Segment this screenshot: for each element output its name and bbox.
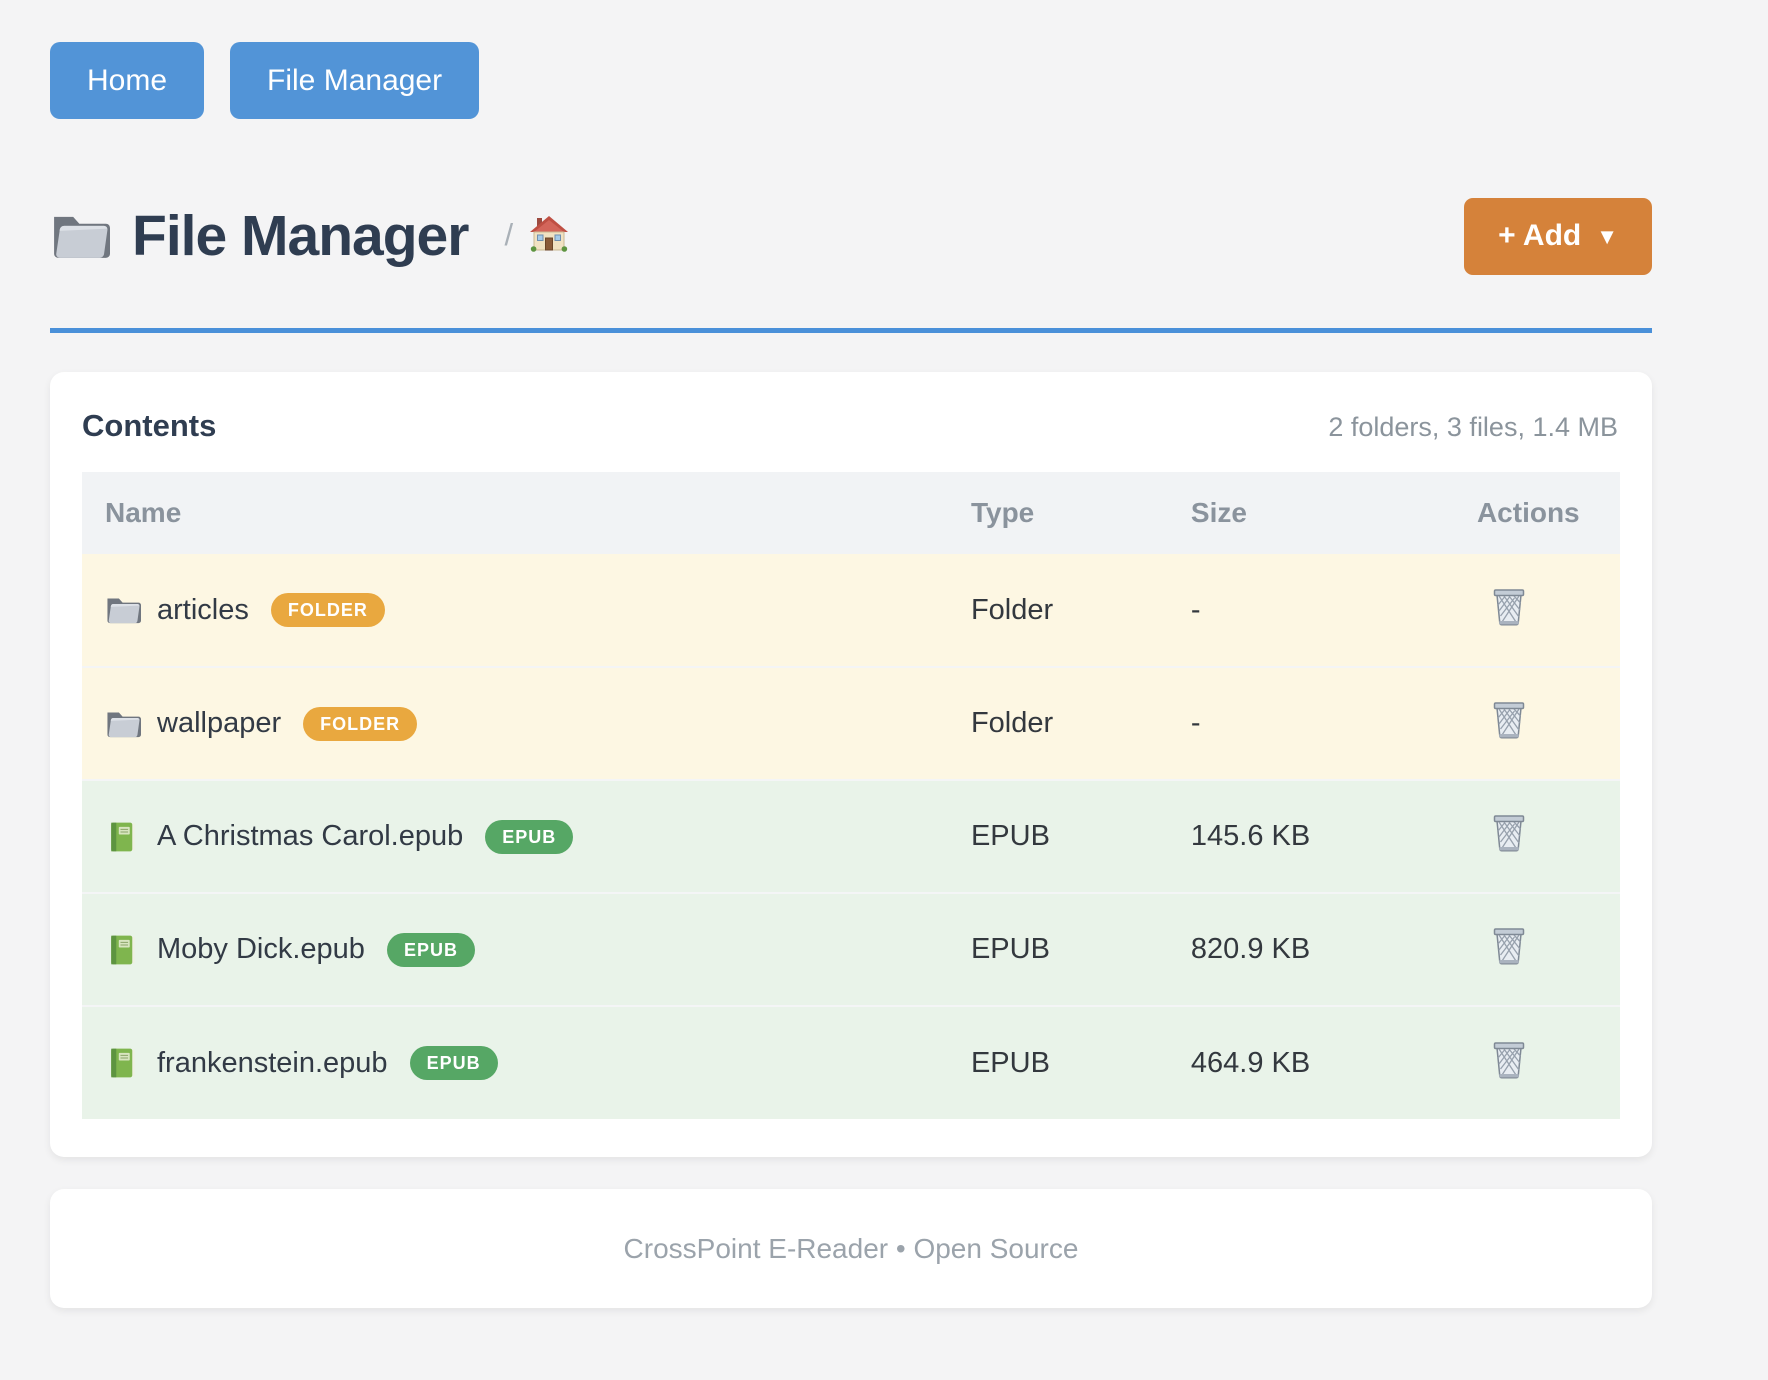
size-cell: - xyxy=(1190,593,1201,626)
type-cell: Folder xyxy=(970,593,1054,626)
trash-icon xyxy=(1493,702,1525,739)
size-cell: 145.6 KB xyxy=(1190,820,1311,852)
size-cell: 464.9 KB xyxy=(1190,1046,1311,1079)
table-row: articles FOLDER Folder - xyxy=(82,554,1620,667)
delete-button[interactable] xyxy=(1491,1039,1527,1080)
breadcrumb: / xyxy=(504,215,569,257)
name-cell: frankenstein.epub EPUB xyxy=(82,1006,971,1119)
type-cell: EPUB xyxy=(970,933,1050,965)
table-row: frankenstein.epub EPUB EPUB 464.9 KB xyxy=(82,1006,1620,1119)
actions-cell xyxy=(1477,554,1620,667)
top-navigation: Home File Manager xyxy=(50,0,1652,119)
actions-cell xyxy=(1477,667,1620,780)
entry-name[interactable]: A Christmas Carol.epub xyxy=(157,820,464,852)
contents-card: Contents 2 folders, 3 files, 1.4 MB Name… xyxy=(50,372,1652,1157)
green-book-icon xyxy=(110,1048,136,1078)
name-cell: articles FOLDER xyxy=(82,554,971,667)
entry-name[interactable]: frankenstein.epub xyxy=(157,1046,388,1079)
footer-text: CrossPoint E-Reader • Open Source xyxy=(623,1232,1079,1264)
page-container: Home File Manager File Manager / + Add ▼… xyxy=(50,0,1652,1308)
type-badge: FOLDER xyxy=(270,593,385,627)
folder-icon xyxy=(107,712,141,737)
delete-button[interactable] xyxy=(1491,812,1527,853)
footer: CrossPoint E-Reader • Open Source xyxy=(50,1189,1652,1308)
type-cell: Folder xyxy=(970,707,1054,739)
contents-summary: 2 folders, 3 files, 1.4 MB xyxy=(1328,412,1618,442)
file-table-body: articles FOLDER Folder - wallpaper FOLDE… xyxy=(82,554,1620,1119)
home-icon[interactable] xyxy=(529,215,569,253)
type-badge: EPUB xyxy=(409,1046,498,1080)
trash-icon xyxy=(1493,1041,1525,1079)
delete-button[interactable] xyxy=(1491,925,1527,966)
type-cell: EPUB xyxy=(970,1046,1050,1079)
type-cell: EPUB xyxy=(970,820,1050,852)
contents-card-header: Contents 2 folders, 3 files, 1.4 MB xyxy=(82,408,1620,472)
page-header: File Manager / + Add ▼ xyxy=(50,190,1652,282)
actions-cell xyxy=(1477,893,1620,1006)
add-button-label: + Add xyxy=(1498,219,1582,252)
folder-icon xyxy=(54,216,110,258)
add-button[interactable]: + Add ▼ xyxy=(1464,197,1652,275)
column-header-size: Size xyxy=(1190,472,1477,554)
trash-icon xyxy=(1493,588,1525,626)
size-cell: - xyxy=(1190,707,1201,739)
type-badge: FOLDER xyxy=(303,706,418,741)
type-badge: EPUB xyxy=(485,819,574,854)
file-manager-button[interactable]: File Manager xyxy=(230,42,480,119)
title-group: File Manager / xyxy=(50,203,569,269)
column-header-name: Name xyxy=(82,472,971,554)
type-badge: EPUB xyxy=(386,932,475,967)
size-cell: 820.9 KB xyxy=(1190,933,1311,965)
table-row: wallpaper FOLDER Folder - xyxy=(82,667,1620,780)
table-header-row: Name Type Size Actions xyxy=(82,472,1620,554)
home-button[interactable]: Home xyxy=(50,42,205,119)
column-header-type: Type xyxy=(970,472,1191,554)
header-divider xyxy=(50,328,1652,333)
file-table: Name Type Size Actions articles FOLDER F… xyxy=(82,472,1620,1119)
table-row: Moby Dick.epub EPUB EPUB 820.9 KB xyxy=(82,893,1620,1006)
breadcrumb-separator: / xyxy=(504,217,514,252)
page-title: File Manager xyxy=(132,204,469,268)
name-cell: A Christmas Carol.epub EPUB xyxy=(82,780,971,893)
name-cell: Moby Dick.epub EPUB xyxy=(82,893,971,1006)
trash-icon xyxy=(1493,928,1525,965)
name-cell: wallpaper FOLDER xyxy=(82,667,971,780)
chevron-down-icon: ▼ xyxy=(1596,224,1618,249)
column-header-actions: Actions xyxy=(1476,472,1620,554)
delete-button[interactable] xyxy=(1491,699,1527,740)
trash-icon xyxy=(1493,815,1525,852)
delete-button[interactable] xyxy=(1491,586,1527,627)
entry-name[interactable]: articles xyxy=(157,593,249,626)
entry-name[interactable]: Moby Dick.epub xyxy=(157,933,365,965)
folder-icon xyxy=(107,598,141,624)
green-book-icon xyxy=(110,934,136,965)
contents-heading: Contents xyxy=(82,408,217,443)
table-row: A Christmas Carol.epub EPUB EPUB 145.6 K… xyxy=(82,780,1620,893)
green-book-icon xyxy=(110,821,136,852)
entry-name[interactable]: wallpaper xyxy=(157,707,282,739)
actions-cell xyxy=(1477,1006,1620,1119)
actions-cell xyxy=(1477,780,1620,893)
